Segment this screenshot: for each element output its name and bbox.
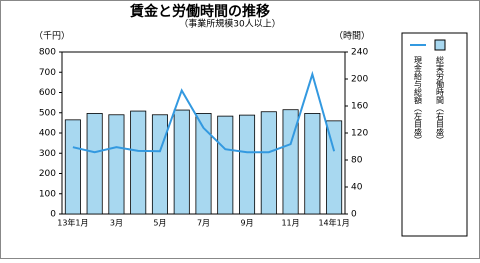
y-tick-label: 300 <box>39 149 56 159</box>
x-tick-label: 13年1月 <box>57 218 88 228</box>
y-tick-label: 700 <box>39 68 56 78</box>
legend-box <box>401 32 468 237</box>
x-tick-label: 9月 <box>240 219 253 228</box>
y2-tick-label: 80 <box>351 156 363 166</box>
y2-tick-label: 160 <box>351 102 368 112</box>
y2-tick-label: 240 <box>351 48 368 58</box>
line <box>72 70 336 154</box>
y-tick-label: 600 <box>39 88 56 98</box>
y-tick-label: 100 <box>39 189 56 199</box>
legend-label: 現金給与総額（左目盛） <box>414 56 423 144</box>
y-unit: （千円） <box>34 31 70 42</box>
x-tick-label: 7月 <box>197 219 210 228</box>
x-tick-label: 3月 <box>110 219 123 228</box>
y2-tick-label: 120 <box>351 129 368 139</box>
y2-tick-label: 200 <box>351 75 368 85</box>
x-tick-label: 11月 <box>281 219 299 228</box>
chart-title: 賃金と労働時間の推移 <box>129 3 270 20</box>
y-tick-label: 0 <box>50 210 56 220</box>
bar <box>304 113 321 215</box>
bar <box>173 109 190 215</box>
x-tick-label: 5月 <box>153 219 166 228</box>
legend-label: 総実労働時間（右目盛） <box>436 55 445 144</box>
bar <box>239 114 256 215</box>
bar <box>326 120 343 215</box>
bar <box>195 113 212 215</box>
y2-tick-label: 0 <box>351 210 357 220</box>
bar <box>151 114 168 215</box>
bar <box>282 109 299 215</box>
y2-unit: （時間） <box>334 31 370 42</box>
bar <box>217 115 234 215</box>
bar <box>86 113 103 215</box>
legend-swatch <box>434 39 446 51</box>
bar <box>260 111 277 215</box>
y-tick-label: 800 <box>39 48 56 58</box>
y-tick-label: 400 <box>39 129 56 139</box>
y-tick-label: 200 <box>39 169 56 179</box>
bar <box>130 110 147 215</box>
y2-tick-label: 40 <box>351 183 363 193</box>
bar <box>108 114 125 215</box>
y-tick-label: 500 <box>39 108 56 118</box>
chart-subtitle: （事業所規模30人以上） <box>179 18 280 30</box>
x-tick-label: 14年1月 <box>318 218 349 228</box>
bar <box>64 119 81 215</box>
